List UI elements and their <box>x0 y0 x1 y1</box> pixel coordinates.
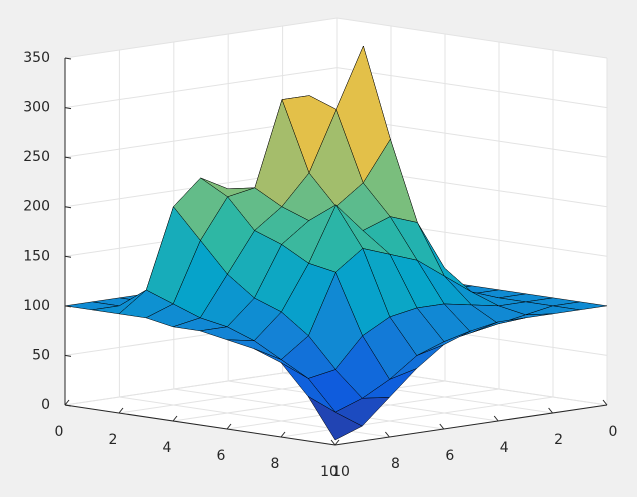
y-tick-label: 2 <box>554 432 563 448</box>
z-tick-label: 250 <box>23 149 50 165</box>
x-tick-label: 8 <box>271 456 280 472</box>
z-tick <box>64 255 72 258</box>
y-tick-label: 6 <box>445 448 454 464</box>
x-tick-label: 6 <box>217 448 226 464</box>
x-tick-label: 0 <box>55 424 64 440</box>
axis-line <box>334 404 608 446</box>
x-tick <box>334 439 340 446</box>
y-tick <box>330 439 336 446</box>
grid-line <box>173 388 444 430</box>
x-tick-label: 10 <box>320 464 338 480</box>
grid-line <box>64 17 338 59</box>
y-tick-label: 4 <box>500 440 509 456</box>
z-tick <box>64 156 72 159</box>
y-tick-label: 0 <box>609 424 618 440</box>
z-tick <box>64 305 72 308</box>
y-tick <box>439 423 445 430</box>
y-tick <box>548 407 553 414</box>
y-tick-label: 8 <box>391 456 400 472</box>
y-tick <box>385 431 390 438</box>
surface <box>64 45 608 441</box>
z-tick-label: 300 <box>23 100 50 116</box>
x-tick <box>280 431 286 438</box>
grid-line <box>280 396 554 438</box>
x-tick-label: 4 <box>163 440 172 456</box>
y-tick <box>602 399 608 406</box>
grid-line <box>64 67 338 109</box>
z-tick <box>64 404 72 407</box>
x-tick <box>172 415 178 422</box>
z-tick <box>64 57 72 60</box>
z-tick <box>64 107 72 110</box>
y-tick-label: 10 <box>332 464 350 480</box>
z-tick-label: 200 <box>23 199 50 215</box>
z-tick-label: 100 <box>23 298 50 314</box>
x-tick <box>226 423 232 430</box>
x-tick <box>118 407 124 414</box>
grid-line <box>172 380 446 422</box>
axis-line <box>64 404 336 446</box>
z-tick <box>64 354 72 357</box>
grid-line <box>336 17 608 59</box>
y-tick <box>493 415 499 422</box>
z-tick-label: 150 <box>23 248 50 264</box>
z-tick-label: 350 <box>23 50 50 66</box>
x-tick <box>64 399 70 406</box>
z-tick <box>64 206 72 209</box>
grid-line <box>336 67 608 109</box>
z-tick-label: 50 <box>32 347 50 363</box>
z-tick-label: 0 <box>41 397 50 413</box>
x-tick-label: 2 <box>109 432 118 448</box>
surface-patch <box>307 396 363 441</box>
